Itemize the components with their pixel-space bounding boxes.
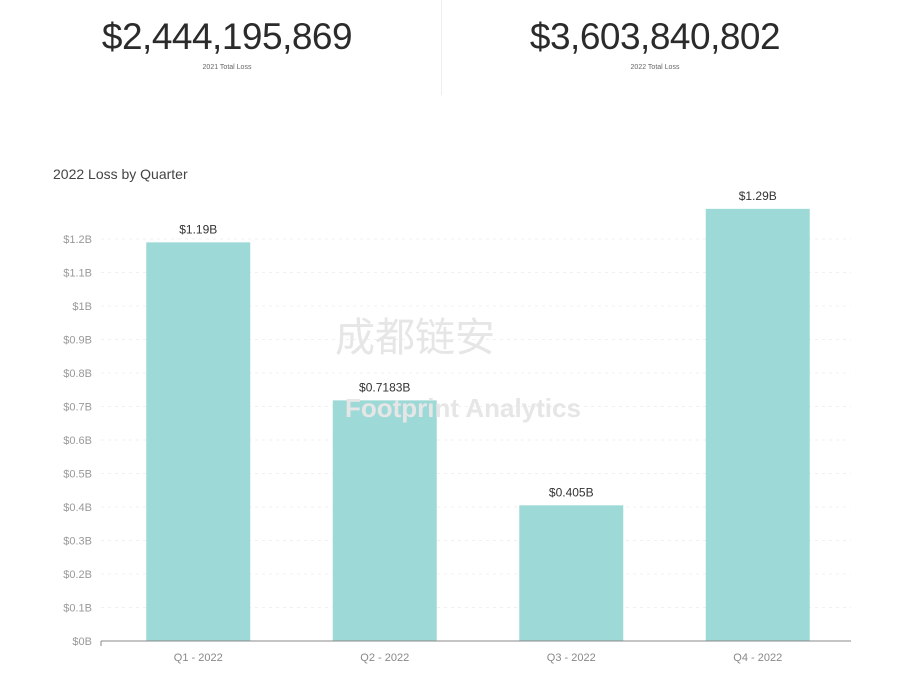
- bar: [332, 400, 437, 641]
- x-tick-label: Q4 - 2022: [733, 652, 782, 664]
- y-tick-label: $0.9B: [63, 335, 92, 347]
- x-tick-label: Q2 - 2022: [360, 652, 409, 664]
- x-tick-label: Q1 - 2022: [174, 652, 223, 664]
- y-tick-label: $0.1B: [63, 603, 92, 615]
- y-tick-label: $1.2B: [63, 234, 92, 246]
- y-tick-label: $0.5B: [63, 469, 92, 481]
- stat-value: $3,603,840,802: [529, 16, 781, 57]
- data-label: $0.405B: [549, 485, 594, 499]
- y-tick-label: $0.8B: [63, 368, 92, 380]
- stat-2022: $3,603,840,802 2022 Total Loss: [435, 0, 875, 71]
- y-tick-label: $0B: [72, 636, 92, 648]
- y-tick-label: $0.3B: [63, 536, 92, 548]
- stat-label: 2021 Total Loss: [202, 64, 252, 71]
- divider: [441, 0, 442, 95]
- y-tick-label: $0.2B: [63, 569, 92, 581]
- stat-label: 2022 Total Loss: [630, 64, 680, 71]
- bar: [146, 242, 251, 641]
- x-tick-label: Q3 - 2022: [547, 652, 596, 664]
- bar: [519, 505, 624, 641]
- data-label: $1.19B: [179, 222, 217, 236]
- bar: [705, 208, 810, 641]
- stat-2021: $2,444,195,869 2021 Total Loss: [7, 0, 447, 71]
- data-label: $0.7183B: [359, 380, 410, 394]
- y-tick-label: $1B: [72, 301, 92, 313]
- y-tick-label: $0.7B: [63, 402, 92, 414]
- y-tick-label: $0.6B: [63, 435, 92, 447]
- stat-value: $2,444,195,869: [101, 16, 353, 57]
- data-label: $1.29B: [739, 189, 777, 203]
- chart-title: 2022 Loss by Quarter: [53, 166, 188, 182]
- y-tick-label: $1.1B: [63, 268, 92, 280]
- y-tick-label: $0.4B: [63, 502, 92, 514]
